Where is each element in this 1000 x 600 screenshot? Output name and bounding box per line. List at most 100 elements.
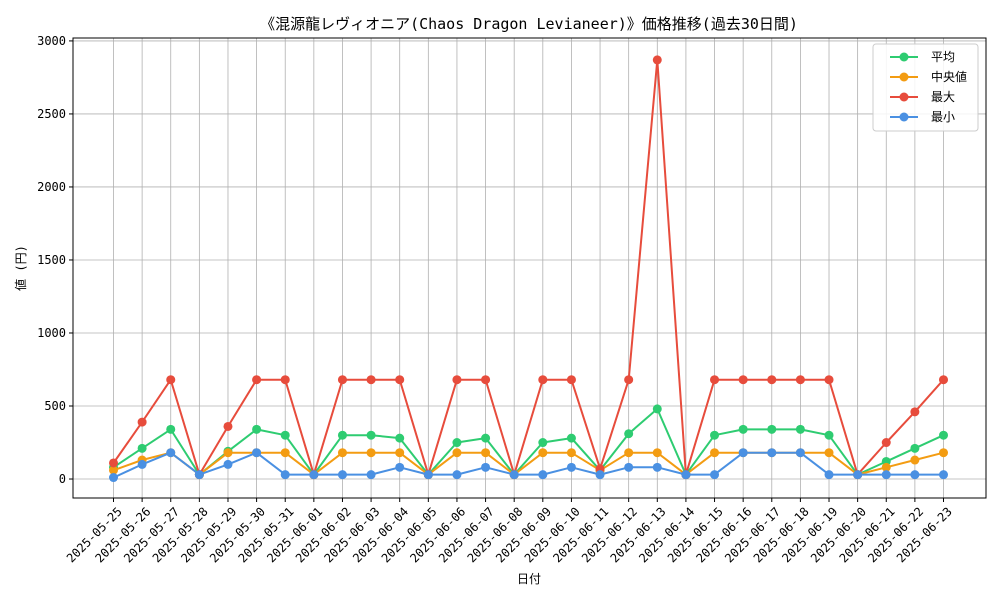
y-axis-ticks: 0 500 1000 1500 2000 2500 3000 xyxy=(37,34,73,486)
legend-marker xyxy=(899,92,909,102)
data-point xyxy=(566,433,576,443)
plot-frame xyxy=(72,37,987,499)
grid-lines xyxy=(73,38,986,498)
data-point xyxy=(910,470,920,480)
legend-marker xyxy=(899,52,909,62)
y-tick-label: 1000 xyxy=(37,326,66,340)
data-point xyxy=(624,375,634,385)
y-tick-label: 1500 xyxy=(37,253,66,267)
data-point xyxy=(939,448,948,458)
data-point xyxy=(795,424,805,434)
data-point xyxy=(109,458,118,468)
data-point xyxy=(366,375,376,385)
y-tick-label: 2000 xyxy=(37,180,66,194)
data-point xyxy=(166,448,176,458)
data-point xyxy=(853,470,863,480)
data-point xyxy=(223,448,233,458)
data-point xyxy=(137,443,147,453)
data-point xyxy=(624,462,634,472)
data-point xyxy=(881,462,891,472)
data-point xyxy=(366,470,376,480)
data-point xyxy=(595,470,605,480)
data-point xyxy=(194,470,204,480)
series-line xyxy=(113,451,944,476)
data-point xyxy=(223,421,233,431)
data-point xyxy=(137,417,147,427)
series-line xyxy=(112,407,944,476)
data-point xyxy=(395,375,405,385)
x-axis-ticks: 2025-05-252025-05-262025-05-272025-05-28… xyxy=(64,498,955,565)
data-point xyxy=(337,470,347,480)
data-point xyxy=(939,375,948,385)
data-point xyxy=(109,465,118,475)
series-line xyxy=(112,58,945,476)
data-point xyxy=(481,462,491,472)
y-tick-label: 2500 xyxy=(37,107,66,121)
data-point xyxy=(566,375,576,385)
data-point xyxy=(309,470,319,480)
data-point xyxy=(710,448,720,458)
data-point xyxy=(481,433,491,443)
legend-marker xyxy=(899,72,909,82)
data-point xyxy=(710,375,720,385)
data-point xyxy=(910,443,920,453)
data-point xyxy=(280,448,290,458)
data-point xyxy=(395,462,405,472)
data-point xyxy=(280,430,290,440)
data-point xyxy=(939,430,948,440)
legend-box xyxy=(872,43,979,132)
data-point xyxy=(652,55,662,65)
data-point xyxy=(166,375,176,385)
data-point xyxy=(395,433,405,443)
data-point xyxy=(280,470,290,480)
data-point xyxy=(738,375,748,385)
data-point xyxy=(538,448,548,458)
data-point xyxy=(337,375,347,385)
data-point xyxy=(795,375,805,385)
data-point xyxy=(223,459,233,469)
data-point xyxy=(538,470,548,480)
series-2 xyxy=(109,55,948,480)
data-point xyxy=(738,448,748,458)
series-line xyxy=(113,451,944,479)
data-point xyxy=(910,455,920,465)
data-point xyxy=(824,448,834,458)
data-point xyxy=(939,470,948,480)
data-point xyxy=(252,448,262,458)
data-point xyxy=(881,438,891,448)
data-point xyxy=(538,438,548,448)
y-tick-label: 500 xyxy=(44,399,66,413)
data-point xyxy=(566,448,576,458)
data-point xyxy=(910,407,920,417)
data-point xyxy=(624,448,634,458)
legend-label: 最大 xyxy=(931,90,955,104)
data-point xyxy=(452,448,462,458)
data-point xyxy=(252,375,262,385)
data-point xyxy=(509,470,519,480)
legend-label: 平均 xyxy=(931,50,955,64)
data-point xyxy=(252,424,262,434)
data-point xyxy=(795,448,805,458)
data-point xyxy=(423,470,433,480)
data-point xyxy=(538,375,548,385)
x-axis-label: 日付 xyxy=(517,572,541,586)
data-point xyxy=(824,430,834,440)
data-point xyxy=(366,430,376,440)
data-point xyxy=(137,459,147,469)
chart-title: 《混源龍レヴィオニア(Chaos Dragon Levianeer)》価格推移(… xyxy=(260,15,798,33)
data-point xyxy=(767,424,777,434)
series-3 xyxy=(109,448,948,483)
data-point xyxy=(624,429,634,439)
data-point xyxy=(452,438,462,448)
data-point xyxy=(366,448,376,458)
data-point xyxy=(767,375,777,385)
data-point xyxy=(710,470,720,480)
data-point xyxy=(280,375,290,385)
data-point xyxy=(652,448,662,458)
data-point xyxy=(337,430,347,440)
data-point xyxy=(481,448,491,458)
data-point xyxy=(481,375,491,385)
y-axis-label: 値 (円) xyxy=(13,245,28,291)
data-point xyxy=(738,424,748,434)
